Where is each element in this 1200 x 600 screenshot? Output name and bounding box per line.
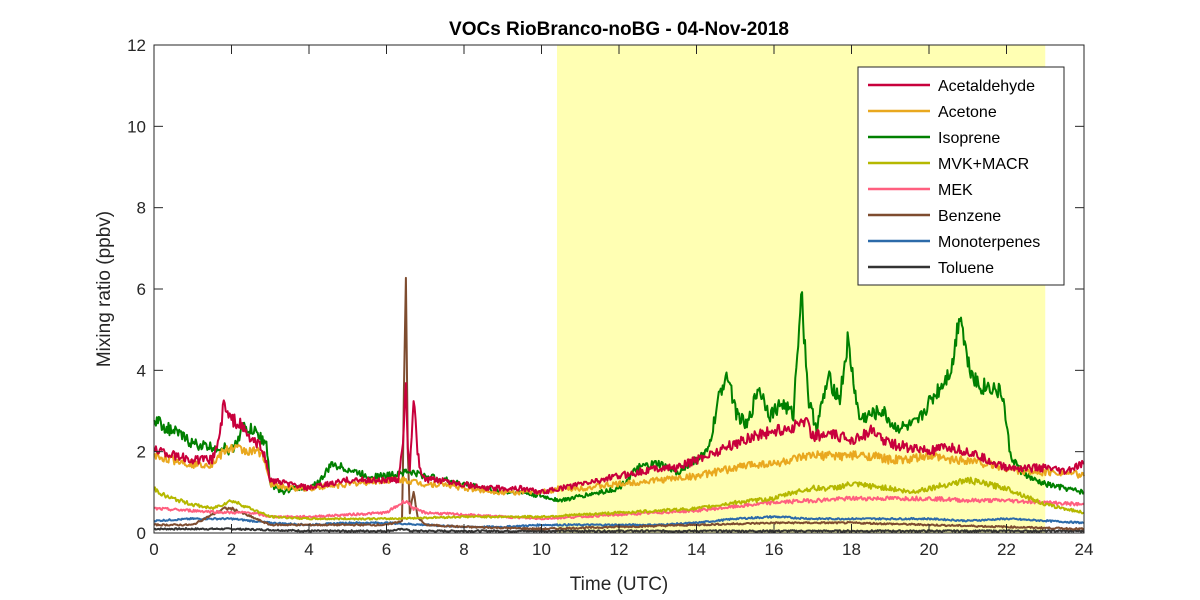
legend-label: MVK+MACR [938,156,1029,173]
legend-label: MEK [938,182,973,199]
x-tick-label: 14 [687,540,706,559]
x-tick-label: 2 [227,540,236,559]
x-tick-label: 20 [920,540,939,559]
series-line-mvk-macr [153,476,1085,521]
x-tick-label: 18 [842,540,861,559]
x-tick-label: 12 [610,540,629,559]
legend-box [857,66,1065,286]
x-tick-label: 8 [459,540,468,559]
x-tick-label: 0 [149,540,158,559]
series-line-acetaldehyde [153,382,1085,495]
legend-label: Acetaldehyde [938,78,1035,95]
y-tick-label: 10 [127,117,146,136]
legend-label: Benzene [938,208,1001,225]
y-axis-label: Mixing ratio (ppbv) [94,211,115,367]
x-tick-label: 4 [304,540,313,559]
y-tick-label: 6 [137,280,146,299]
x-tick-label: 10 [532,540,551,559]
x-tick-label: 16 [765,540,784,559]
y-tick-label: 8 [137,199,146,218]
x-tick-label: 22 [997,540,1016,559]
x-tick-label: 24 [1075,540,1094,559]
y-tick-label: 0 [137,524,146,543]
y-tick-label: 4 [137,361,146,380]
series-line-mek [153,495,1085,521]
x-tick-label: 6 [382,540,391,559]
y-tick-label: 12 [127,36,146,55]
legend-label: Isoprene [938,130,1000,147]
x-axis-label: Time (UTC) [570,574,669,595]
legend: Acetaldehyde Acetone Isoprene MVK+MACR MEK Be… [857,66,1065,286]
legend-label: Toluene [938,260,994,277]
chart-title: VOCs RioBranco-noBG - 04-Nov-2018 [449,19,789,40]
legend-label: Monoterpenes [938,234,1040,251]
y-tick-label: 2 [137,443,146,462]
legend-label: Acetone [938,104,997,121]
